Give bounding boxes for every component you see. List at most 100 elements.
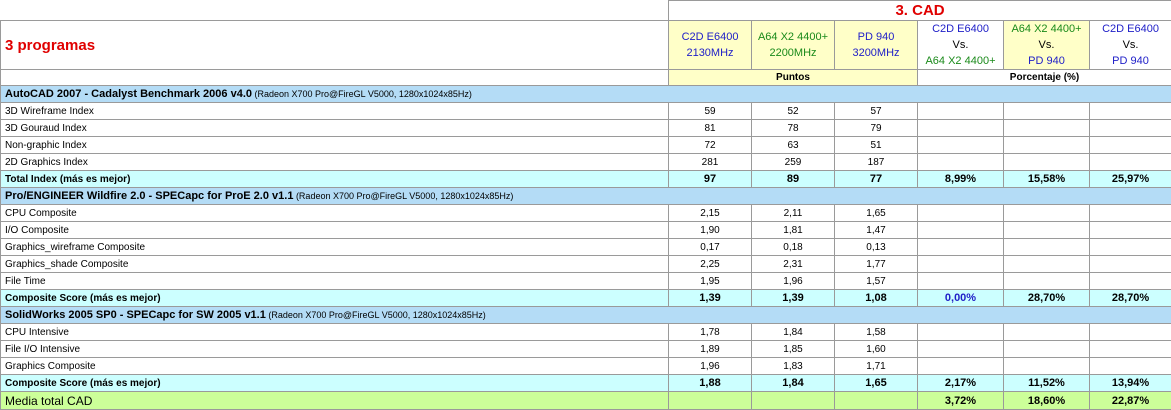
title-row: 3. CAD xyxy=(1,0,1171,21)
final-pct: 3,72% xyxy=(917,391,1004,410)
section-title: SolidWorks 2005 SP0 - SPECapc for SW 200… xyxy=(5,309,266,321)
table-row: CPU Intensive 1,78 1,84 1,58 xyxy=(0,323,1171,341)
total-row: Total Index (más es mejor) 97 89 77 8,99% 15,… xyxy=(0,170,1171,188)
score-cell: 81 xyxy=(668,119,752,137)
score-cell: 2,25 xyxy=(668,255,752,273)
row-label: Graphics_shade Composite xyxy=(0,255,669,273)
percent-header: Porcentaje (%) xyxy=(916,69,1171,86)
score-cell: 78 xyxy=(751,119,835,137)
table-row: I/O Composite 1,90 1,81 1,47 xyxy=(0,221,1171,239)
row-label: 3D Gouraud Index xyxy=(0,119,669,137)
score-cell: 51 xyxy=(834,136,918,154)
total-pct: 25,97% xyxy=(1088,170,1171,188)
table-row: Non-graphic Index 72 63 51 xyxy=(0,136,1171,154)
row-label: Non-graphic Index xyxy=(0,136,669,154)
score-cell: 0,13 xyxy=(834,238,918,256)
row-label: CPU Composite xyxy=(0,204,669,222)
row-label: I/O Composite xyxy=(0,221,669,239)
total-score: 1,84 xyxy=(751,374,835,392)
section-title: AutoCAD 2007 - Cadalyst Benchmark 2006 v… xyxy=(5,88,252,100)
section-note: (Radeon X700 Pro@FireGL V5000, 1280x1024… xyxy=(293,191,514,201)
section-note: (Radeon X700 Pro@FireGL V5000, 1280x1024… xyxy=(265,310,486,320)
cpu-header-a64: A64 X2 4400+ 2200MHz xyxy=(751,20,835,70)
score-cell: 79 xyxy=(834,119,918,137)
score-cell: 1,71 xyxy=(834,357,918,375)
score-cell: 1,90 xyxy=(668,221,752,239)
score-cell: 1,47 xyxy=(834,221,918,239)
comparison-header-2: A64 X2 4400+ Vs. PD 940 xyxy=(1003,20,1090,70)
score-cell: 1,83 xyxy=(751,357,835,375)
row-label: File Time xyxy=(0,272,669,290)
table-row: Graphics_wireframe Composite 0,17 0,18 0,13 xyxy=(0,238,1171,256)
score-cell: 1,81 xyxy=(751,221,835,239)
comparison-header-3: C2D E6400 Vs. PD 940 xyxy=(1088,20,1171,70)
table-row: 2D Graphics Index 281 259 187 xyxy=(0,153,1171,171)
row-label: CPU Intensive xyxy=(0,323,669,341)
final-label: Media total CAD xyxy=(0,391,669,410)
score-cell: 72 xyxy=(668,136,752,154)
total-pct: 15,58% xyxy=(1003,170,1090,188)
table-row: File Time 1,95 1,96 1,57 xyxy=(0,272,1171,290)
row-label: Graphics_wireframe Composite xyxy=(0,238,669,256)
score-cell: 1,58 xyxy=(834,323,918,341)
row-label: Graphics Composite xyxy=(0,357,669,375)
total-row: Composite Score (más es mejor) 1,39 1,39 1,… xyxy=(0,289,1171,307)
score-cell: 259 xyxy=(751,153,835,171)
total-score: 77 xyxy=(834,170,918,188)
score-cell: 1,57 xyxy=(834,272,918,290)
final-row: Media total CAD 3,72% 18,60% 22,87% xyxy=(0,391,1171,410)
total-label: Composite Score (más es mejor) xyxy=(0,289,669,307)
total-pct: 11,52% xyxy=(1003,374,1090,392)
section-title: Pro/ENGINEER Wildfire 2.0 - SPECapc for … xyxy=(5,190,294,202)
score-cell: 2,11 xyxy=(751,204,835,222)
table-row: Graphics Composite 1,96 1,83 1,71 xyxy=(0,357,1171,375)
score-cell: 281 xyxy=(668,153,752,171)
section-header-row: AutoCAD 2007 - Cadalyst Benchmark 2006 v… xyxy=(0,85,1171,103)
section-header-row: SolidWorks 2005 SP0 - SPECapc for SW 200… xyxy=(0,306,1171,324)
row-label: 3D Wireframe Index xyxy=(0,102,669,120)
table-row: 3D Wireframe Index 59 52 57 xyxy=(0,102,1171,120)
total-row: Composite Score (más es mejor) 1,88 1,84 1,… xyxy=(0,374,1171,392)
score-cell: 1,95 xyxy=(668,272,752,290)
score-cell: 0,18 xyxy=(751,238,835,256)
total-pct: 28,70% xyxy=(1088,289,1171,307)
table-title: 3. CAD xyxy=(667,0,1171,21)
total-score: 1,39 xyxy=(751,289,835,307)
score-cell: 1,96 xyxy=(668,357,752,375)
total-score: 1,65 xyxy=(834,374,918,392)
total-pct: 2,17% xyxy=(917,374,1004,392)
total-pct: 28,70% xyxy=(1003,289,1090,307)
table-row: 3D Gouraud Index 81 78 79 xyxy=(0,119,1171,137)
header-row: 3 programas C2D E6400 2130MHz A64 X2 4400… xyxy=(0,20,1171,70)
comparison-header-1: C2D E6400 Vs. A64 X2 4400+ xyxy=(917,20,1004,70)
score-cell: 1,84 xyxy=(751,323,835,341)
total-score: 97 xyxy=(668,170,752,188)
units-row: Puntos Porcentaje (%) xyxy=(0,69,1171,86)
total-score: 1,39 xyxy=(668,289,752,307)
total-pct: 8,99% xyxy=(917,170,1004,188)
total-score: 89 xyxy=(751,170,835,188)
total-score: 1,88 xyxy=(668,374,752,392)
total-label: Total Index (más es mejor) xyxy=(0,170,669,188)
score-cell: 2,31 xyxy=(751,255,835,273)
section-header-row: Pro/ENGINEER Wildfire 2.0 - SPECapc for … xyxy=(0,187,1171,205)
score-cell: 59 xyxy=(668,102,752,120)
score-cell: 2,15 xyxy=(668,204,752,222)
table-row: File I/O Intensive 1,89 1,85 1,60 xyxy=(0,340,1171,358)
cpu-header-pd: PD 940 3200MHz xyxy=(834,20,918,70)
total-label: Composite Score (más es mejor) xyxy=(0,374,669,392)
table-row: CPU Composite 2,15 2,11 1,65 xyxy=(0,204,1171,222)
score-cell: 187 xyxy=(834,153,918,171)
points-header: Puntos xyxy=(668,69,918,86)
sections-body: AutoCAD 2007 - Cadalyst Benchmark 2006 v… xyxy=(0,85,1171,392)
score-cell: 1,78 xyxy=(668,323,752,341)
cpu-header-c2d: C2D E6400 2130MHz xyxy=(668,20,752,70)
score-cell: 1,65 xyxy=(834,204,918,222)
total-pct: 0,00% xyxy=(917,289,1004,307)
score-cell: 1,60 xyxy=(834,340,918,358)
score-cell: 52 xyxy=(751,102,835,120)
score-cell: 1,77 xyxy=(834,255,918,273)
table-row: Graphics_shade Composite 2,25 2,31 1,77 xyxy=(0,255,1171,273)
score-cell: 0,17 xyxy=(668,238,752,256)
